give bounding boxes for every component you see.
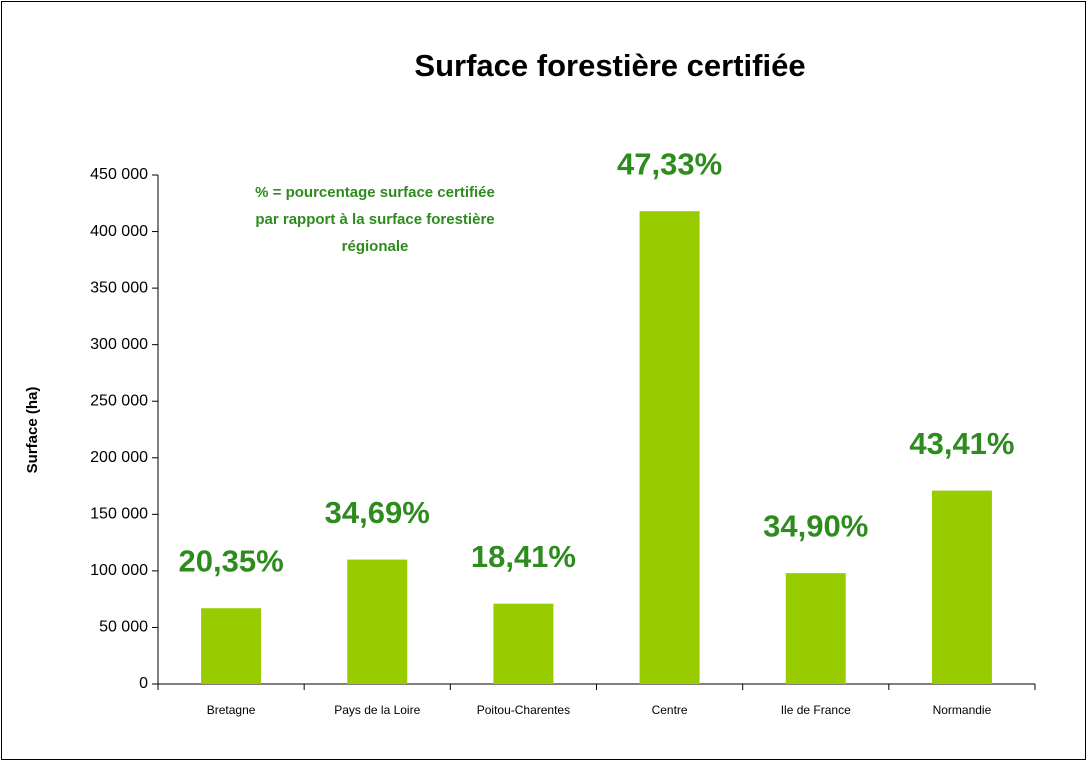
y-tick-label: 50 000 [99, 619, 148, 636]
x-tick-label: Poitou-Charentes [477, 703, 570, 717]
y-axis-label: Surface (ha) [24, 387, 41, 474]
y-tick-label: 300 000 [90, 336, 148, 353]
bar [347, 559, 408, 684]
y-tick-label: 200 000 [90, 449, 148, 466]
y-tick-label: 250 000 [90, 392, 148, 409]
note: % = pourcentage surface certifiée [255, 184, 495, 201]
bar [639, 211, 700, 684]
annotation: 20,35% [179, 543, 284, 578]
bar [931, 490, 992, 684]
annotation: 43,41% [909, 426, 1014, 461]
x-tick-label: Centre [652, 703, 688, 717]
note: par rapport à la surface forestière [255, 211, 494, 228]
y-tick-label: 0 [139, 675, 148, 692]
annotation: 34,69% [325, 495, 430, 530]
x-tick-label: Bretagne [207, 703, 256, 717]
y-tick-label: 100 000 [90, 562, 148, 579]
note: régionale [342, 238, 409, 255]
x-tick-label: Pays de la Loire [334, 703, 420, 717]
y-tick-label: 150 000 [90, 506, 148, 523]
annotation: 18,41% [471, 539, 576, 574]
x-tick-label: Normandie [933, 703, 992, 717]
bar [493, 603, 554, 684]
annotation: 34,90% [763, 508, 868, 543]
chart-title: Surface forestière certifiée [414, 48, 805, 83]
bar [201, 608, 262, 684]
x-tick-label: Ile de France [781, 703, 851, 717]
y-tick-label: 400 000 [90, 223, 148, 240]
bar [785, 573, 846, 684]
annotation: 47,33% [617, 146, 722, 181]
y-tick-label: 450 000 [90, 166, 148, 183]
y-tick-label: 350 000 [90, 279, 148, 296]
